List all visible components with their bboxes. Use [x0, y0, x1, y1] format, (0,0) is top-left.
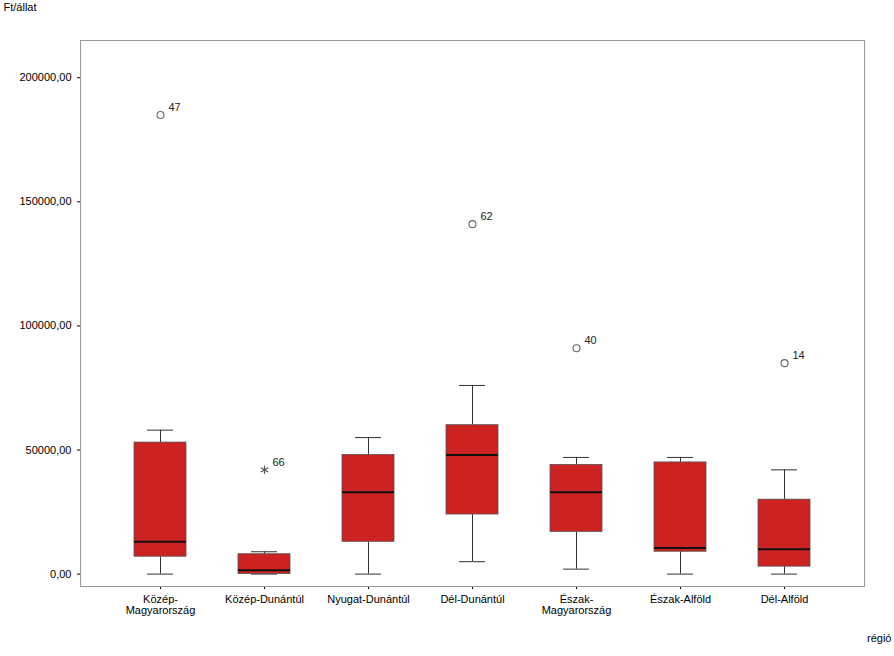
svg-text:Közép-Magyarország: Közép-Magyarország — [126, 593, 196, 616]
svg-text:14: 14 — [793, 349, 805, 361]
svg-text:Dél-Alföld: Dél-Alföld — [761, 593, 809, 605]
svg-text:Nyugat-Dunántúl: Nyugat-Dunántúl — [327, 593, 410, 605]
svg-text:Észak-Magyarország: Észak-Magyarország — [542, 593, 612, 616]
svg-text:Ft/állat: Ft/állat — [4, 1, 37, 13]
svg-text:Észak-Alföld: Észak-Alföld — [650, 593, 711, 605]
svg-text:66: 66 — [273, 456, 285, 468]
svg-text:100000,00: 100000,00 — [20, 319, 72, 331]
svg-text:62: 62 — [481, 210, 493, 222]
svg-text:régió: régió — [867, 632, 891, 644]
svg-text:50000,00: 50000,00 — [26, 444, 72, 456]
svg-text:200000,00: 200000,00 — [20, 71, 72, 83]
svg-text:40: 40 — [585, 334, 597, 346]
svg-text:Közép-Dunántúl: Közép-Dunántúl — [225, 593, 304, 605]
svg-text:150000,00: 150000,00 — [20, 195, 72, 207]
svg-text:0,00: 0,00 — [50, 568, 71, 580]
svg-text:Dél-Dunántúl: Dél-Dunántúl — [440, 593, 504, 605]
svg-text:47: 47 — [169, 101, 181, 113]
